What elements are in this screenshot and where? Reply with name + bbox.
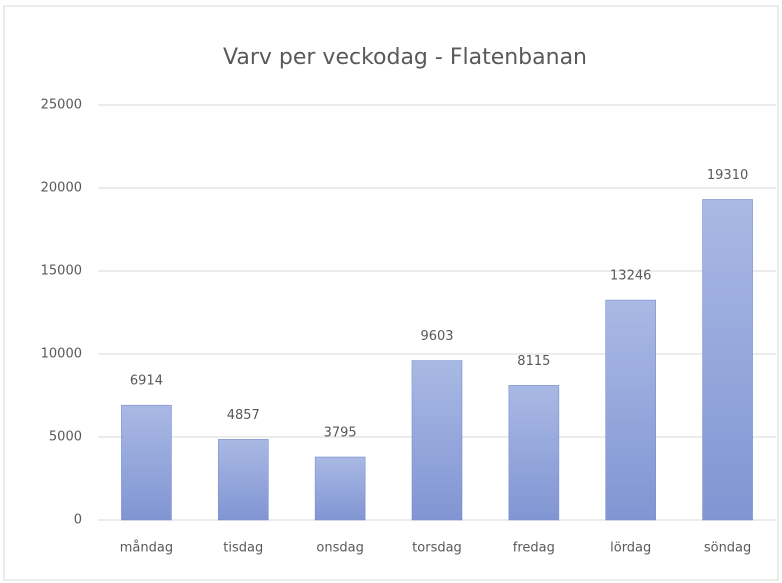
y-tick-label: 10000: [41, 347, 82, 362]
bar: [702, 199, 753, 521]
data-label: 13246: [610, 269, 651, 284]
bar: [314, 456, 366, 521]
y-tick-label: 5000: [49, 430, 82, 445]
data-label: 8115: [517, 354, 550, 369]
data-label: 19310: [707, 168, 748, 183]
y-tick-label: 0: [74, 513, 82, 528]
chart-title: Varv per veckodag - Flatenbanan: [223, 45, 587, 70]
x-tick-label: måndag: [120, 541, 173, 556]
y-tick-label: 25000: [41, 98, 82, 113]
x-tick-label: fredag: [513, 541, 555, 556]
chart-border: [3, 5, 779, 581]
bar: [121, 404, 172, 521]
y-tick-label: 20000: [41, 181, 82, 196]
x-tick-label: tisdag: [223, 541, 263, 556]
bar: [605, 299, 657, 521]
data-label: 4857: [227, 408, 260, 423]
bar: [217, 439, 269, 521]
y-tick-label: 15000: [41, 264, 82, 279]
data-label: 6914: [130, 374, 163, 389]
x-tick-label: onsdag: [316, 541, 363, 556]
data-label: 9603: [420, 329, 453, 344]
data-label: 3795: [324, 426, 357, 441]
x-tick-label: söndag: [704, 541, 751, 556]
bar: [411, 360, 463, 521]
bar: [508, 384, 560, 521]
x-tick-label: lördag: [610, 541, 651, 556]
x-tick-label: torsdag: [412, 541, 462, 556]
